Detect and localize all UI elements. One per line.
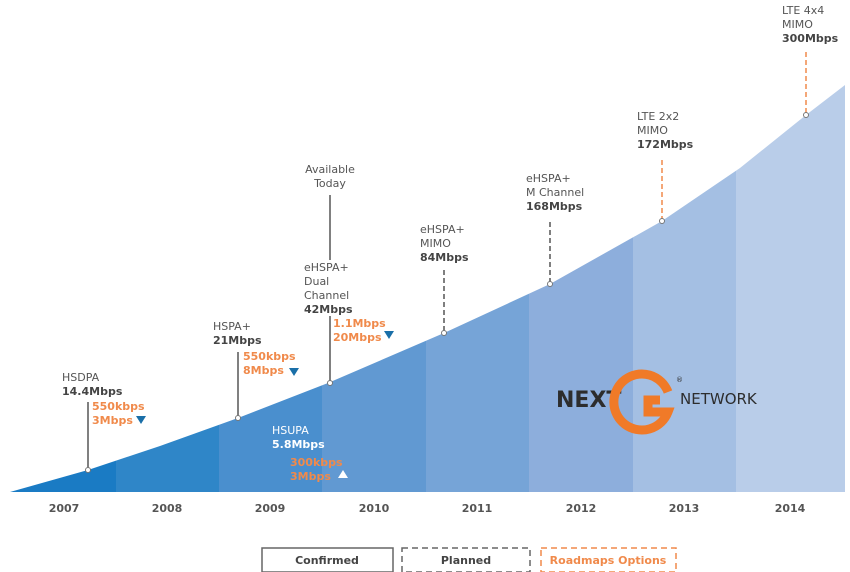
callout: Today xyxy=(313,177,346,190)
milestone-speed: 42Mbps xyxy=(304,303,353,316)
milestone-name: eHSPA+ xyxy=(420,223,465,236)
milestone-dot xyxy=(85,467,91,473)
legend-label: Roadmaps Options xyxy=(550,554,667,567)
milestone-dot xyxy=(441,330,447,336)
sub-speed: 3Mbps xyxy=(92,414,133,427)
year-label: 2010 xyxy=(359,502,390,515)
legend-label: Planned xyxy=(441,554,491,567)
milestone-speed: 14.4Mbps xyxy=(62,385,123,398)
logo-right: NETWORK xyxy=(680,390,758,408)
year-label: 2014 xyxy=(775,502,806,515)
year-label: 2007 xyxy=(49,502,80,515)
milestone-speed: 21Mbps xyxy=(213,334,262,347)
milestone-name: LTE 4x4 xyxy=(782,4,824,17)
milestone-dot xyxy=(659,218,665,224)
year-label: 2009 xyxy=(255,502,286,515)
year-label: 2008 xyxy=(152,502,183,515)
arrow-icon xyxy=(338,470,348,478)
year-label: 2012 xyxy=(566,502,597,515)
arrow-icon xyxy=(384,331,394,339)
milestone-name: eHSPA+ xyxy=(526,172,571,185)
arrow-icon xyxy=(136,416,146,424)
callout: Available xyxy=(305,163,355,176)
year-label: 2011 xyxy=(462,502,493,515)
milestone-dot xyxy=(327,380,333,386)
milestone-speed: 172Mbps xyxy=(637,138,694,151)
milestone-speed: 300Mbps xyxy=(782,32,839,45)
sub-speed: 550kbps xyxy=(243,350,296,363)
sub-speed: 1.1Mbps xyxy=(333,317,386,330)
arrow-icon xyxy=(289,368,299,376)
milestone-dot xyxy=(547,281,553,287)
sub-speed: 550kbps xyxy=(92,400,145,413)
legend: Confirmed Planned Roadmaps Options xyxy=(261,547,677,572)
milestone-speed: 168Mbps xyxy=(526,200,583,213)
milestone-name: HSDPA xyxy=(62,371,100,384)
milestone-name: LTE 2x2 xyxy=(637,110,679,123)
milestone-speed: 5.8Mbps xyxy=(272,438,325,451)
milestone-name: MIMO xyxy=(782,18,813,31)
milestone-name: MIMO xyxy=(637,124,668,137)
sub-speed: 8Mbps xyxy=(243,364,284,377)
sub-speed: 300kbps xyxy=(290,456,343,469)
sub-speed: 3Mbps xyxy=(290,470,331,483)
logo: NEXT NETWORK ® xyxy=(556,369,758,435)
milestone-speed: 84Mbps xyxy=(420,251,469,264)
milestone-name: Channel xyxy=(304,289,349,302)
milestone-name: MIMO xyxy=(420,237,451,250)
milestone-dot xyxy=(235,415,241,421)
milestone-name: Dual xyxy=(304,275,329,288)
logo-mark: ® xyxy=(676,376,683,384)
legend-label: Confirmed xyxy=(295,554,359,567)
milestone-name: HSUPA xyxy=(272,424,309,437)
sub-speed: 20Mbps xyxy=(333,331,382,344)
milestone-name: eHSPA+ xyxy=(304,261,349,274)
year-label: 2013 xyxy=(669,502,700,515)
milestone-name: HSPA+ xyxy=(213,320,251,333)
milestone-dot xyxy=(803,112,809,118)
logo-g xyxy=(609,369,675,435)
milestone-name: M Channel xyxy=(526,186,584,199)
